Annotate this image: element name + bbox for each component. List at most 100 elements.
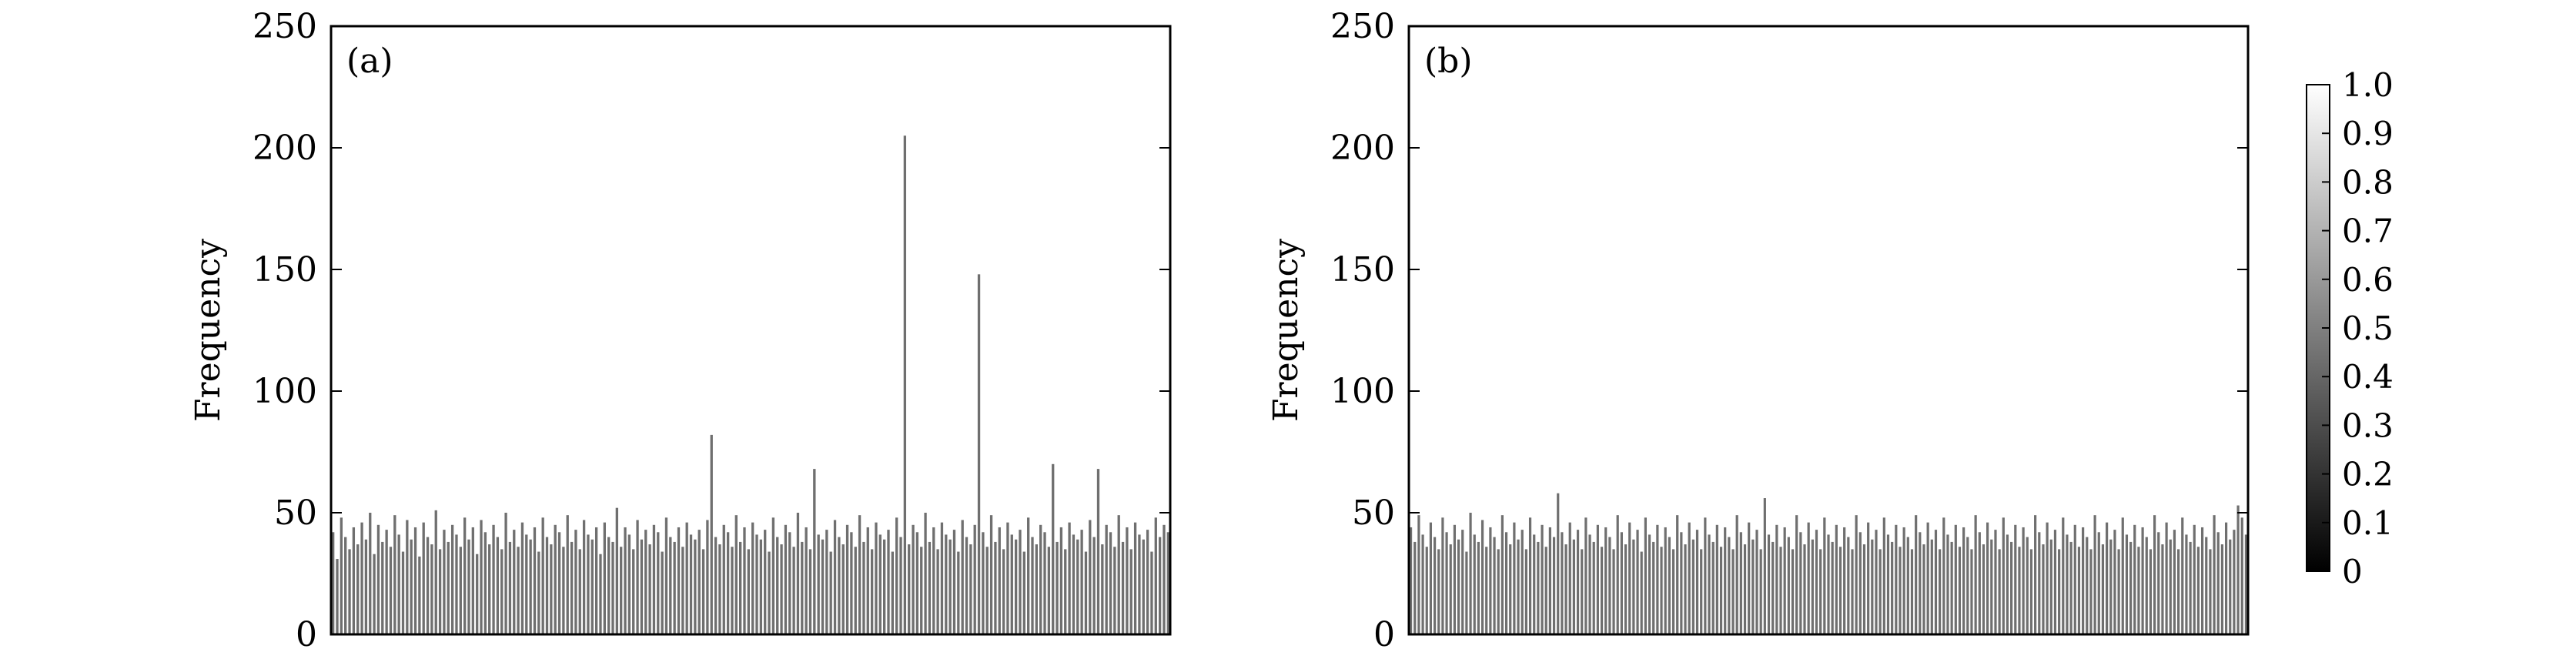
bar [689,534,693,634]
bar [1819,549,1822,634]
bar [1978,532,1981,634]
bar [471,527,474,634]
bar [1047,547,1051,634]
bar [1604,527,1607,634]
bar [1480,520,1484,634]
bar [1728,537,1731,634]
bar [1962,527,1965,634]
bar [2058,549,2061,634]
bar [866,527,869,634]
bar [685,522,688,634]
bar [1031,537,1034,634]
bar [2224,522,2228,634]
bar [845,524,849,634]
bar [1751,539,1755,634]
bar [1664,527,1667,634]
bar [648,544,651,634]
bar [1731,549,1735,634]
bar [734,515,738,634]
bar [2209,549,2212,634]
bar [1660,547,1663,634]
colorbar-tick-label: 0 [2342,553,2363,590]
bar [1671,549,1675,634]
bar [829,551,832,634]
bar [718,544,721,634]
bar [1043,532,1046,634]
bar [1076,539,1079,634]
bar [1557,493,1560,634]
bar [2129,541,2133,634]
bar [336,559,339,634]
bar [426,537,430,634]
bar [1449,544,1452,634]
bar [788,532,791,634]
bar [1504,532,1508,634]
bar [1059,527,1063,634]
bar [1002,549,1005,634]
bar [1867,522,1870,634]
bar [1497,549,1500,634]
bar [1851,549,1854,634]
bar [2153,515,2156,634]
bar [850,532,853,634]
bar [2220,544,2224,634]
bar [1561,532,1564,634]
bar [1600,547,1604,634]
bar [620,547,623,634]
bar [932,527,935,634]
bar [1823,517,1826,634]
y-axis-a: 0 50 100 150 200 250 [253,7,1170,654]
bar [899,537,902,634]
bar [360,522,363,634]
bar [883,539,886,634]
bar [1537,541,1540,634]
bar [1517,539,1520,634]
bar [1899,547,1902,634]
bar [1891,541,1894,634]
bar [994,541,997,634]
bar [1684,544,1687,634]
panel-b: 0 50 100 150 200 250 (b) Frequency [1266,7,2250,654]
bar [1676,515,1679,634]
bar [1715,524,1718,634]
bar [640,539,644,634]
bar [393,515,396,634]
bar [1509,544,1512,634]
bar [858,515,861,634]
bar [632,549,635,634]
bar [443,530,446,634]
bar [1982,544,1986,634]
bar [1158,537,1162,634]
bar [1084,551,1088,634]
bar [2240,517,2243,634]
bar [1831,541,1834,634]
bar [731,547,734,634]
bar [1129,549,1132,634]
bar [480,520,483,634]
bar [2026,537,2029,634]
bar [940,522,944,634]
y-tick-label: 200 [253,129,317,168]
bar [1652,541,1655,634]
bar [603,522,606,634]
bar [1838,547,1842,634]
bar [1815,530,1818,634]
bar [1027,517,1030,634]
bar [1775,524,1778,634]
bar [1014,539,1018,634]
bar [887,530,890,634]
bar [928,541,932,634]
bar [1791,549,1795,634]
y-tick-label: 250 [253,7,317,46]
bar [945,534,948,634]
bar [1926,522,1929,634]
bar [1445,532,1448,634]
bar [813,469,816,634]
bar [1954,524,1957,634]
bar [1942,517,1945,634]
bar [566,515,569,634]
colorbar-tick-label: 0.4 [2342,358,2394,396]
bar [1572,539,1575,634]
bar [373,554,376,634]
bar [1934,530,1938,634]
